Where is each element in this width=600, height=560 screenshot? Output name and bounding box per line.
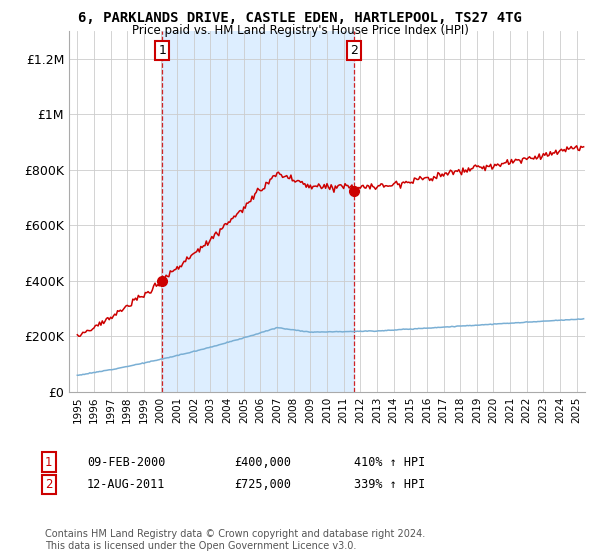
Text: 2: 2 (350, 44, 358, 57)
Text: 339% ↑ HPI: 339% ↑ HPI (354, 478, 425, 491)
Text: 2: 2 (45, 478, 53, 491)
Text: 1: 1 (158, 44, 166, 57)
Text: Contains HM Land Registry data © Crown copyright and database right 2024.
This d: Contains HM Land Registry data © Crown c… (45, 529, 425, 551)
Bar (163, 31, 354, 392)
Text: 09-FEB-2000: 09-FEB-2000 (87, 455, 166, 469)
Text: Price paid vs. HM Land Registry's House Price Index (HPI): Price paid vs. HM Land Registry's House … (131, 24, 469, 36)
Text: 6, PARKLANDS DRIVE, CASTLE EDEN, HARTLEPOOL, TS27 4TG: 6, PARKLANDS DRIVE, CASTLE EDEN, HARTLEP… (78, 11, 522, 25)
Text: £400,000: £400,000 (234, 455, 291, 469)
Text: 1: 1 (45, 455, 53, 469)
Text: 12-AUG-2011: 12-AUG-2011 (87, 478, 166, 491)
Text: £725,000: £725,000 (234, 478, 291, 491)
Text: 410% ↑ HPI: 410% ↑ HPI (354, 455, 425, 469)
